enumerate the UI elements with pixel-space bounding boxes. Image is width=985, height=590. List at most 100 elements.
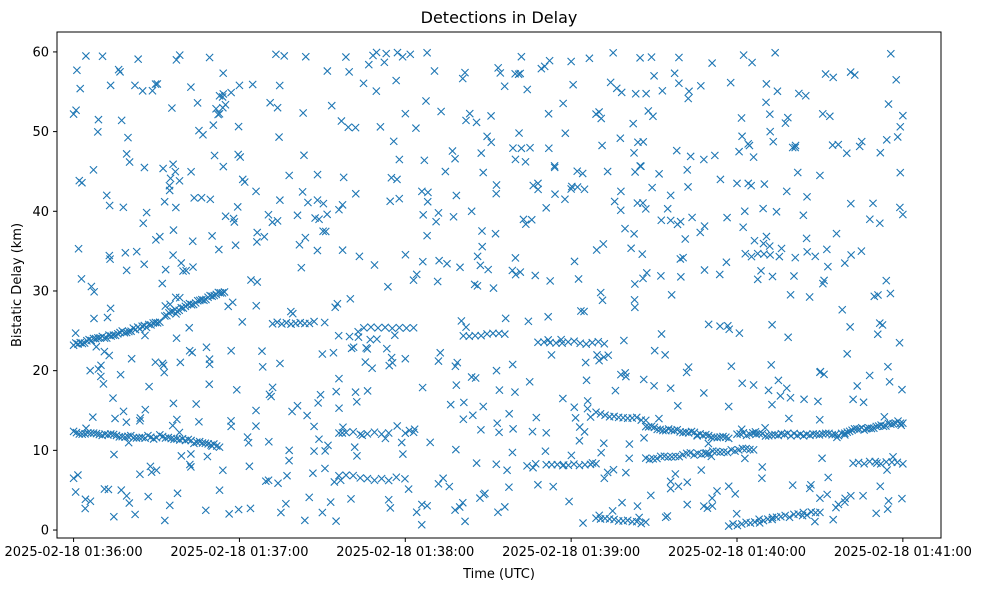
data-point [699, 502, 708, 511]
data-point [165, 181, 174, 190]
data-point [621, 468, 630, 477]
data-point [656, 452, 665, 461]
data-point [479, 402, 488, 411]
data-point [310, 422, 319, 431]
data-point [452, 381, 461, 390]
data-point [384, 495, 393, 504]
data-point [273, 318, 282, 327]
data-point [897, 421, 906, 430]
data-point [100, 334, 109, 343]
data-point [363, 386, 372, 395]
data-point [462, 116, 470, 125]
data-point [480, 489, 489, 498]
data-point [313, 170, 322, 179]
data-point [585, 54, 594, 63]
data-point [500, 502, 509, 511]
data-point [729, 520, 738, 529]
data-point [121, 433, 130, 442]
data-point [395, 155, 404, 164]
data-point [567, 184, 576, 193]
data-point [329, 348, 338, 357]
data-point [537, 64, 546, 73]
data-point [872, 422, 881, 431]
data-point [142, 208, 151, 217]
data-point [69, 110, 78, 119]
data-point [846, 322, 855, 331]
data-point [90, 287, 99, 296]
data-point [215, 486, 224, 495]
data-point [355, 252, 364, 261]
x-tick-label: 2025-02-18 01:36:00 [5, 545, 143, 560]
data-point [897, 385, 906, 394]
data-point [896, 122, 905, 131]
data-point [158, 359, 167, 368]
data-point [301, 233, 310, 242]
data-point [716, 448, 725, 457]
data-point [897, 494, 906, 503]
data-point [473, 281, 482, 290]
data-point [252, 301, 261, 310]
data-point [699, 155, 708, 164]
data-point [160, 368, 169, 377]
data-point [739, 223, 748, 232]
data-point [708, 59, 717, 68]
data-point [81, 495, 90, 504]
data-point [886, 49, 895, 58]
data-point [339, 173, 348, 182]
data-point [370, 476, 379, 485]
data-point [334, 471, 343, 480]
data-point [417, 187, 426, 196]
data-point [777, 244, 786, 253]
data-point [639, 137, 648, 146]
data-point [582, 376, 591, 385]
data-point [275, 359, 284, 368]
data-point [412, 270, 421, 279]
data-point [895, 338, 904, 347]
data-point [323, 441, 332, 450]
data-point [600, 474, 609, 483]
data-point [738, 379, 747, 388]
data-point [300, 516, 309, 525]
data-point [252, 406, 261, 415]
data-point [873, 330, 882, 339]
data-point [467, 373, 476, 382]
data-point [228, 298, 237, 307]
data-point [188, 237, 197, 246]
data-point [494, 63, 503, 72]
data-point [546, 276, 555, 285]
data-point [495, 386, 504, 395]
data-point [818, 429, 827, 438]
data-point [583, 396, 592, 405]
data-point [245, 462, 254, 471]
data-point [846, 199, 855, 208]
data-point [119, 203, 128, 212]
data-point [409, 276, 418, 285]
data-point [446, 400, 455, 409]
data-point [592, 246, 601, 255]
data-point [182, 266, 191, 275]
data-point [338, 423, 347, 432]
data-point [383, 282, 392, 291]
data-point [173, 489, 182, 498]
data-point [528, 427, 537, 436]
data-point [524, 317, 533, 326]
data-point [234, 505, 243, 514]
data-point [479, 168, 488, 177]
data-point [189, 263, 197, 272]
data-point [803, 192, 812, 201]
data-point [477, 227, 486, 235]
data-point [232, 385, 241, 394]
data-point [448, 147, 457, 156]
data-point [72, 106, 81, 115]
data-point [544, 109, 553, 118]
data-point [571, 413, 580, 422]
data-point [417, 520, 426, 529]
data-point [544, 335, 553, 344]
data-point [293, 401, 302, 410]
data-point [198, 130, 207, 139]
data-point [441, 167, 450, 176]
data-point [299, 151, 308, 160]
data-point [704, 439, 713, 448]
data-point [410, 425, 419, 434]
data-point [893, 132, 902, 141]
